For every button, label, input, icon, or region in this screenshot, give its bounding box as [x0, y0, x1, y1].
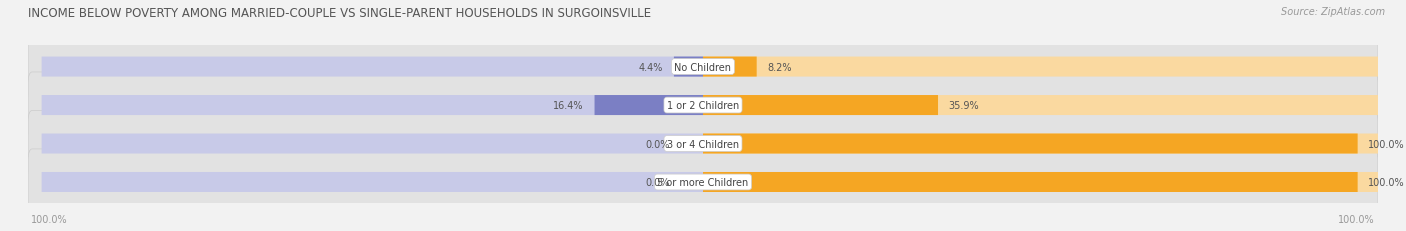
- Text: 1 or 2 Children: 1 or 2 Children: [666, 101, 740, 111]
- FancyBboxPatch shape: [703, 172, 1358, 192]
- Text: 100.0%: 100.0%: [1339, 214, 1375, 225]
- Text: 3 or 4 Children: 3 or 4 Children: [666, 139, 740, 149]
- FancyBboxPatch shape: [703, 172, 1406, 192]
- Text: 100.0%: 100.0%: [1368, 177, 1405, 187]
- FancyBboxPatch shape: [703, 57, 1406, 77]
- Text: 0.0%: 0.0%: [645, 177, 669, 187]
- FancyBboxPatch shape: [703, 96, 1406, 116]
- Text: 100.0%: 100.0%: [31, 214, 67, 225]
- Text: 4.4%: 4.4%: [638, 62, 664, 72]
- FancyBboxPatch shape: [703, 134, 1406, 154]
- Text: No Children: No Children: [675, 62, 731, 72]
- FancyBboxPatch shape: [28, 73, 1378, 139]
- FancyBboxPatch shape: [28, 34, 1378, 100]
- FancyBboxPatch shape: [28, 111, 1378, 177]
- FancyBboxPatch shape: [703, 57, 756, 77]
- FancyBboxPatch shape: [28, 149, 1378, 215]
- Text: 5 or more Children: 5 or more Children: [658, 177, 748, 187]
- Text: 100.0%: 100.0%: [1368, 139, 1405, 149]
- FancyBboxPatch shape: [42, 96, 703, 116]
- FancyBboxPatch shape: [595, 96, 703, 116]
- Text: 16.4%: 16.4%: [553, 101, 583, 111]
- Text: Source: ZipAtlas.com: Source: ZipAtlas.com: [1281, 7, 1385, 17]
- FancyBboxPatch shape: [703, 134, 1358, 154]
- FancyBboxPatch shape: [703, 96, 938, 116]
- Text: 35.9%: 35.9%: [949, 101, 980, 111]
- Text: 8.2%: 8.2%: [768, 62, 792, 72]
- FancyBboxPatch shape: [42, 172, 703, 192]
- Text: INCOME BELOW POVERTY AMONG MARRIED-COUPLE VS SINGLE-PARENT HOUSEHOLDS IN SURGOIN: INCOME BELOW POVERTY AMONG MARRIED-COUPL…: [28, 7, 651, 20]
- Text: 0.0%: 0.0%: [645, 139, 669, 149]
- FancyBboxPatch shape: [42, 134, 703, 154]
- FancyBboxPatch shape: [42, 57, 703, 77]
- FancyBboxPatch shape: [673, 57, 703, 77]
